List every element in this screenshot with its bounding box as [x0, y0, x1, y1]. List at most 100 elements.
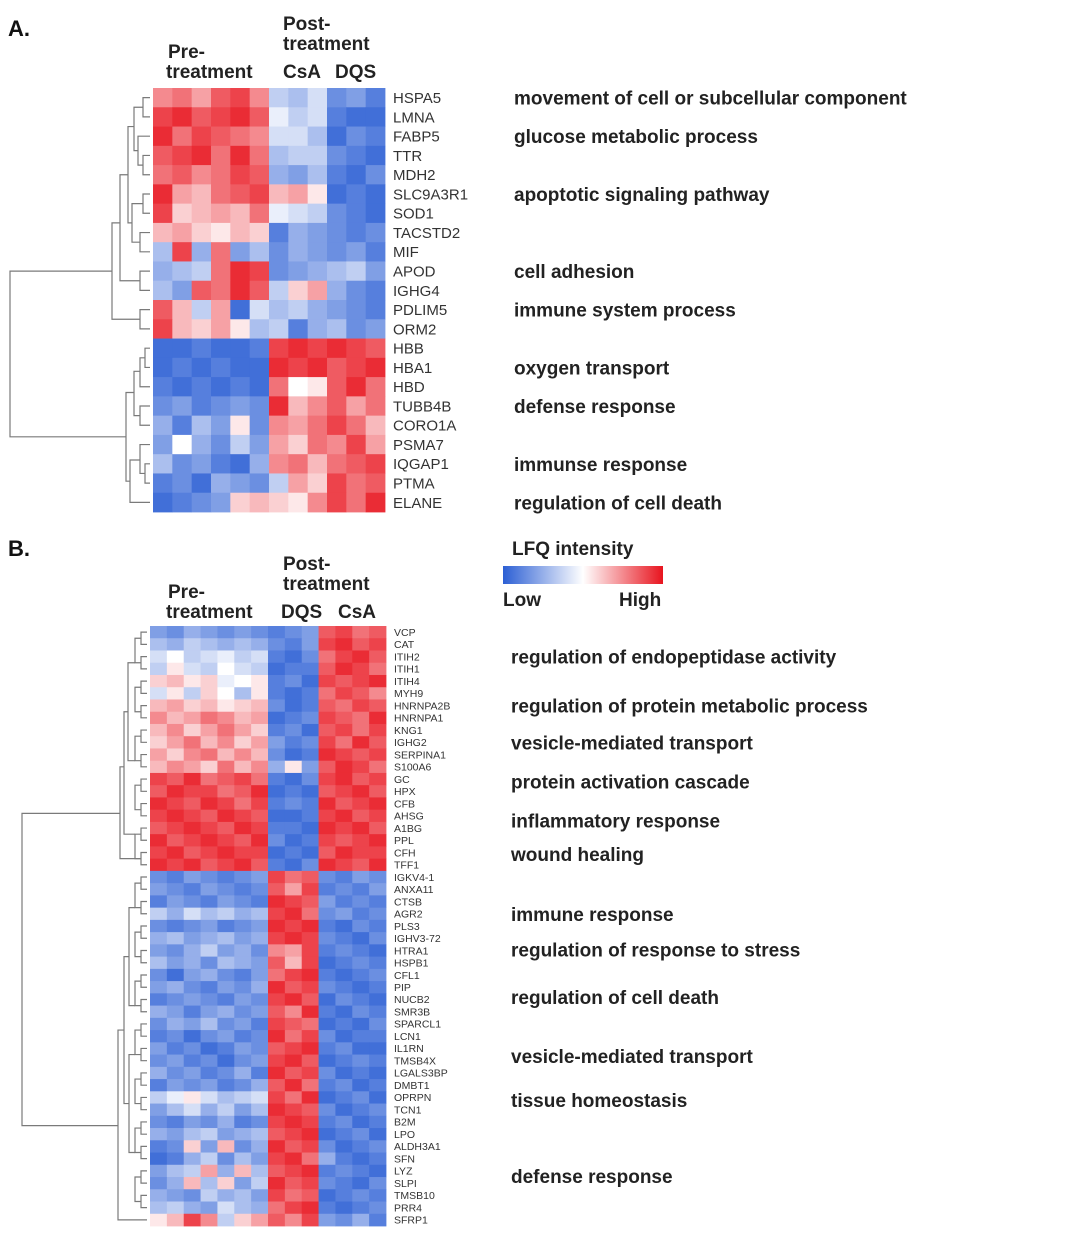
dendrogram-branch [140, 998, 147, 1013]
heatmap-cell [172, 165, 193, 185]
heatmap-cell [217, 809, 235, 823]
heatmap-cell [150, 968, 168, 982]
heatmap-cell [335, 662, 353, 676]
heatmap-cell [230, 203, 251, 224]
heatmap-cell [166, 1152, 185, 1166]
heatmap-cell [153, 319, 173, 339]
heatmap-cell [234, 687, 252, 700]
heatmap-cell [234, 723, 252, 737]
heatmap-cell [249, 319, 270, 339]
heatmap-cell [268, 968, 286, 982]
heatmap-cell [166, 1079, 185, 1092]
heatmap-cell [230, 107, 251, 127]
heatmap-cell [307, 126, 328, 147]
heatmap-cell [211, 415, 231, 436]
heatmap-cell [150, 1140, 168, 1153]
heatmap-cell [365, 280, 386, 301]
column-sub-label: DQS [335, 62, 376, 83]
heatmap-cell [288, 300, 309, 320]
heatmap-cell [318, 1042, 336, 1055]
heatmap-cell [268, 1152, 286, 1166]
heatmap-cell [268, 1066, 286, 1080]
heatmap-cell [288, 434, 309, 455]
heatmap-cell [183, 1128, 201, 1141]
heatmap-cell [200, 1177, 218, 1190]
heatmap-cell [352, 919, 370, 933]
legend-title: LFQ intensity [512, 539, 634, 560]
heatmap-cell [369, 748, 387, 762]
heatmap-cell [200, 1140, 218, 1153]
heatmap-cell [166, 1115, 185, 1129]
heatmap-cell [150, 944, 168, 958]
dendrogram-branch [134, 637, 141, 664]
dendrogram-branch [133, 106, 143, 152]
heatmap-cell [153, 88, 173, 108]
heatmap-cell [284, 919, 303, 933]
heatmap-cell [234, 968, 252, 982]
heatmap-cell [307, 184, 328, 205]
heatmap-cell [327, 454, 347, 474]
heatmap-cell [234, 1017, 252, 1031]
heatmap-cell [268, 626, 286, 639]
heatmap-cell [369, 809, 387, 823]
heatmap-cell [318, 1066, 336, 1080]
heatmap-cell [365, 261, 386, 282]
heatmap-cell [318, 883, 336, 896]
gene-label: LYZ [394, 1166, 413, 1178]
heatmap-cell [268, 1079, 286, 1092]
heatmap-cell [269, 88, 289, 108]
heatmap-cell [153, 203, 173, 224]
heatmap-cell [335, 1140, 353, 1153]
heatmap-cell [251, 785, 269, 798]
dendrogram-branch [140, 1194, 147, 1209]
heatmap-cell [318, 870, 336, 884]
heatmap-cell [335, 723, 353, 737]
heatmap-cell [217, 1189, 235, 1202]
gene-label: KNG1 [394, 725, 423, 737]
heatmap-cell [369, 932, 387, 945]
heatmap-cell [318, 846, 336, 860]
gene-label: ITIH1 [394, 664, 420, 676]
heatmap-cell [183, 907, 201, 921]
heatmap-cell [284, 1103, 303, 1117]
heatmap-cell [352, 846, 370, 860]
heatmap-cell [369, 785, 387, 798]
heatmap-cell [346, 107, 367, 127]
heatmap-cell [352, 797, 370, 811]
heatmap-cell [284, 748, 303, 762]
panel-label: A. [8, 16, 30, 41]
heatmap-cell [269, 434, 289, 455]
heatmap-cell [268, 785, 286, 798]
heatmap-cell [268, 1177, 286, 1190]
heatmap-cell [150, 870, 168, 884]
heatmap-cell [318, 711, 336, 725]
heatmap-cell [183, 895, 201, 909]
heatmap-cell [369, 687, 387, 700]
heatmap-cell [346, 338, 367, 359]
heatmap-cell [166, 650, 185, 664]
heatmap-cell [369, 870, 387, 884]
heatmap-cell [191, 145, 212, 166]
heatmap-cell [200, 674, 218, 688]
gene-label: IL1RN [394, 1043, 424, 1055]
heatmap-cell [327, 242, 347, 262]
heatmap-cell [346, 165, 367, 185]
heatmap-cell [251, 650, 269, 664]
gene-label: MYH9 [394, 688, 423, 700]
heatmap-cell [200, 797, 218, 811]
heatmap-cell [234, 1066, 252, 1080]
heatmap-cell [150, 1128, 168, 1141]
heatmap-cell [284, 809, 303, 823]
heatmap-cell [166, 981, 185, 994]
dendrogram-branch [140, 1023, 147, 1037]
heatmap-cell [269, 242, 289, 262]
heatmap-cell [234, 662, 252, 676]
heatmap-cell [268, 1128, 286, 1141]
heatmap-cell [301, 1054, 319, 1068]
heatmap-cell [352, 760, 370, 774]
heatmap-cell [318, 772, 336, 786]
dendrogram-branch [140, 631, 147, 645]
heatmap-cell [230, 126, 251, 147]
heatmap-cell [369, 723, 387, 737]
heatmap-cell [211, 377, 231, 397]
